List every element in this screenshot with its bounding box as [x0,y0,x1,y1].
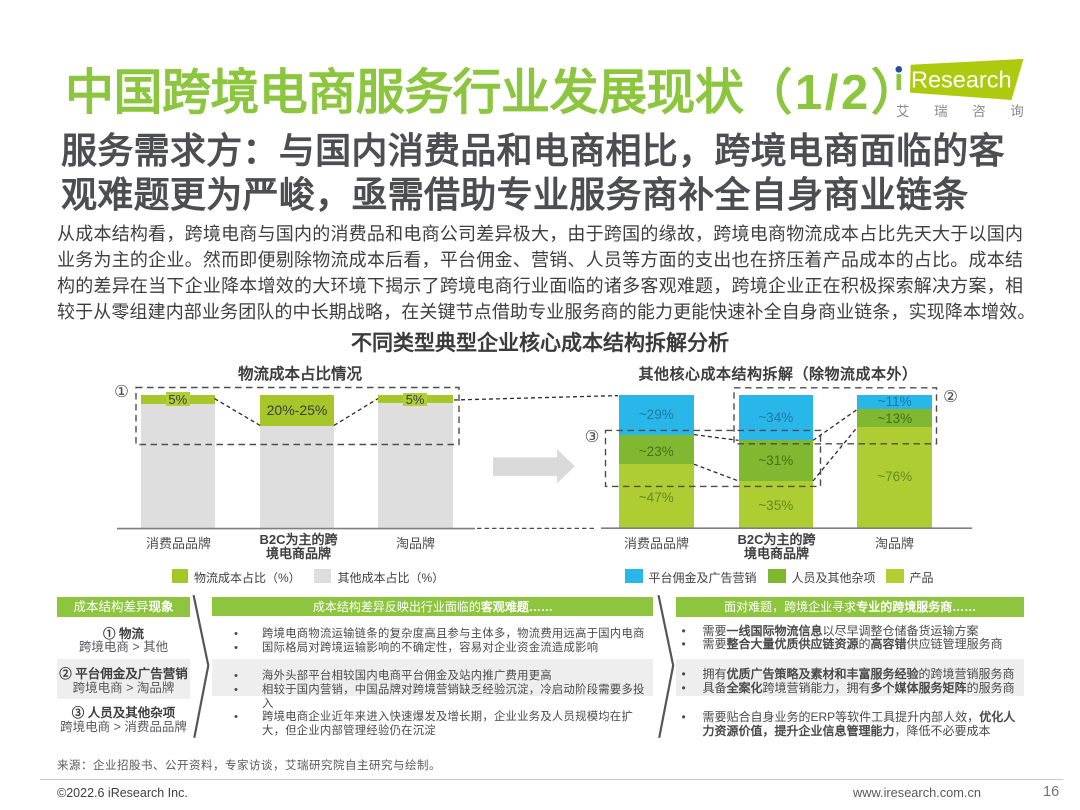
svg-text:Research: Research [911,67,1012,93]
svg-text:艾瑞咨询: 艾瑞咨询 [896,104,1040,119]
